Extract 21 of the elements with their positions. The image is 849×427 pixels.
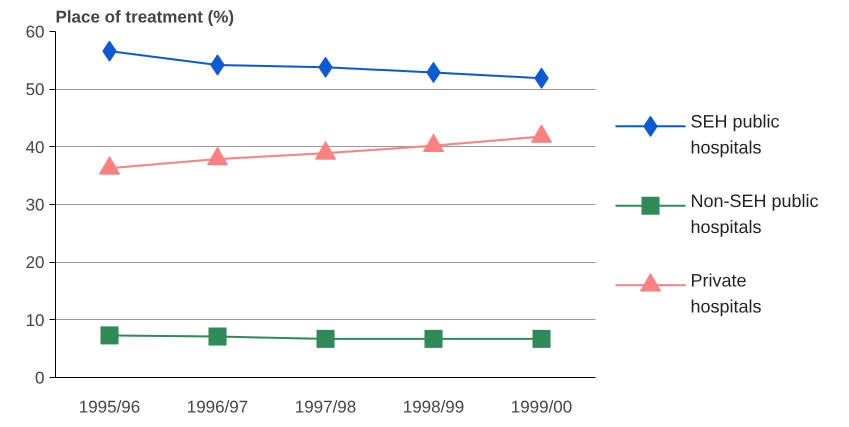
y-tick-label: 60: [26, 22, 45, 42]
x-tick-label: 1997/98: [294, 398, 356, 416]
legend-label: Private hospitals: [690, 270, 762, 317]
y-tick-label: 0: [35, 368, 45, 388]
y-tick-label: 40: [26, 138, 45, 157]
x-tick-label: 1999/00: [510, 398, 572, 416]
chart-title: Place of treatment (%): [56, 8, 234, 26]
point: [532, 330, 550, 348]
x-tick-label: 1996/97: [186, 398, 248, 416]
legend-label: Non-SEH public hospitals: [690, 191, 819, 238]
y-tick-label: 30: [26, 196, 45, 214]
point: [100, 326, 118, 344]
y-tick-label: 10: [26, 310, 45, 330]
y-tick-label: 20: [26, 253, 45, 272]
x-tick-label: 1998/99: [402, 398, 464, 416]
point: [208, 328, 226, 346]
x-tick-label: 1995/96: [78, 398, 140, 416]
point: [424, 330, 442, 348]
y-tick-label: 50: [26, 80, 45, 100]
legend-label: SEH public hospitals: [690, 112, 780, 158]
point: [316, 330, 334, 348]
